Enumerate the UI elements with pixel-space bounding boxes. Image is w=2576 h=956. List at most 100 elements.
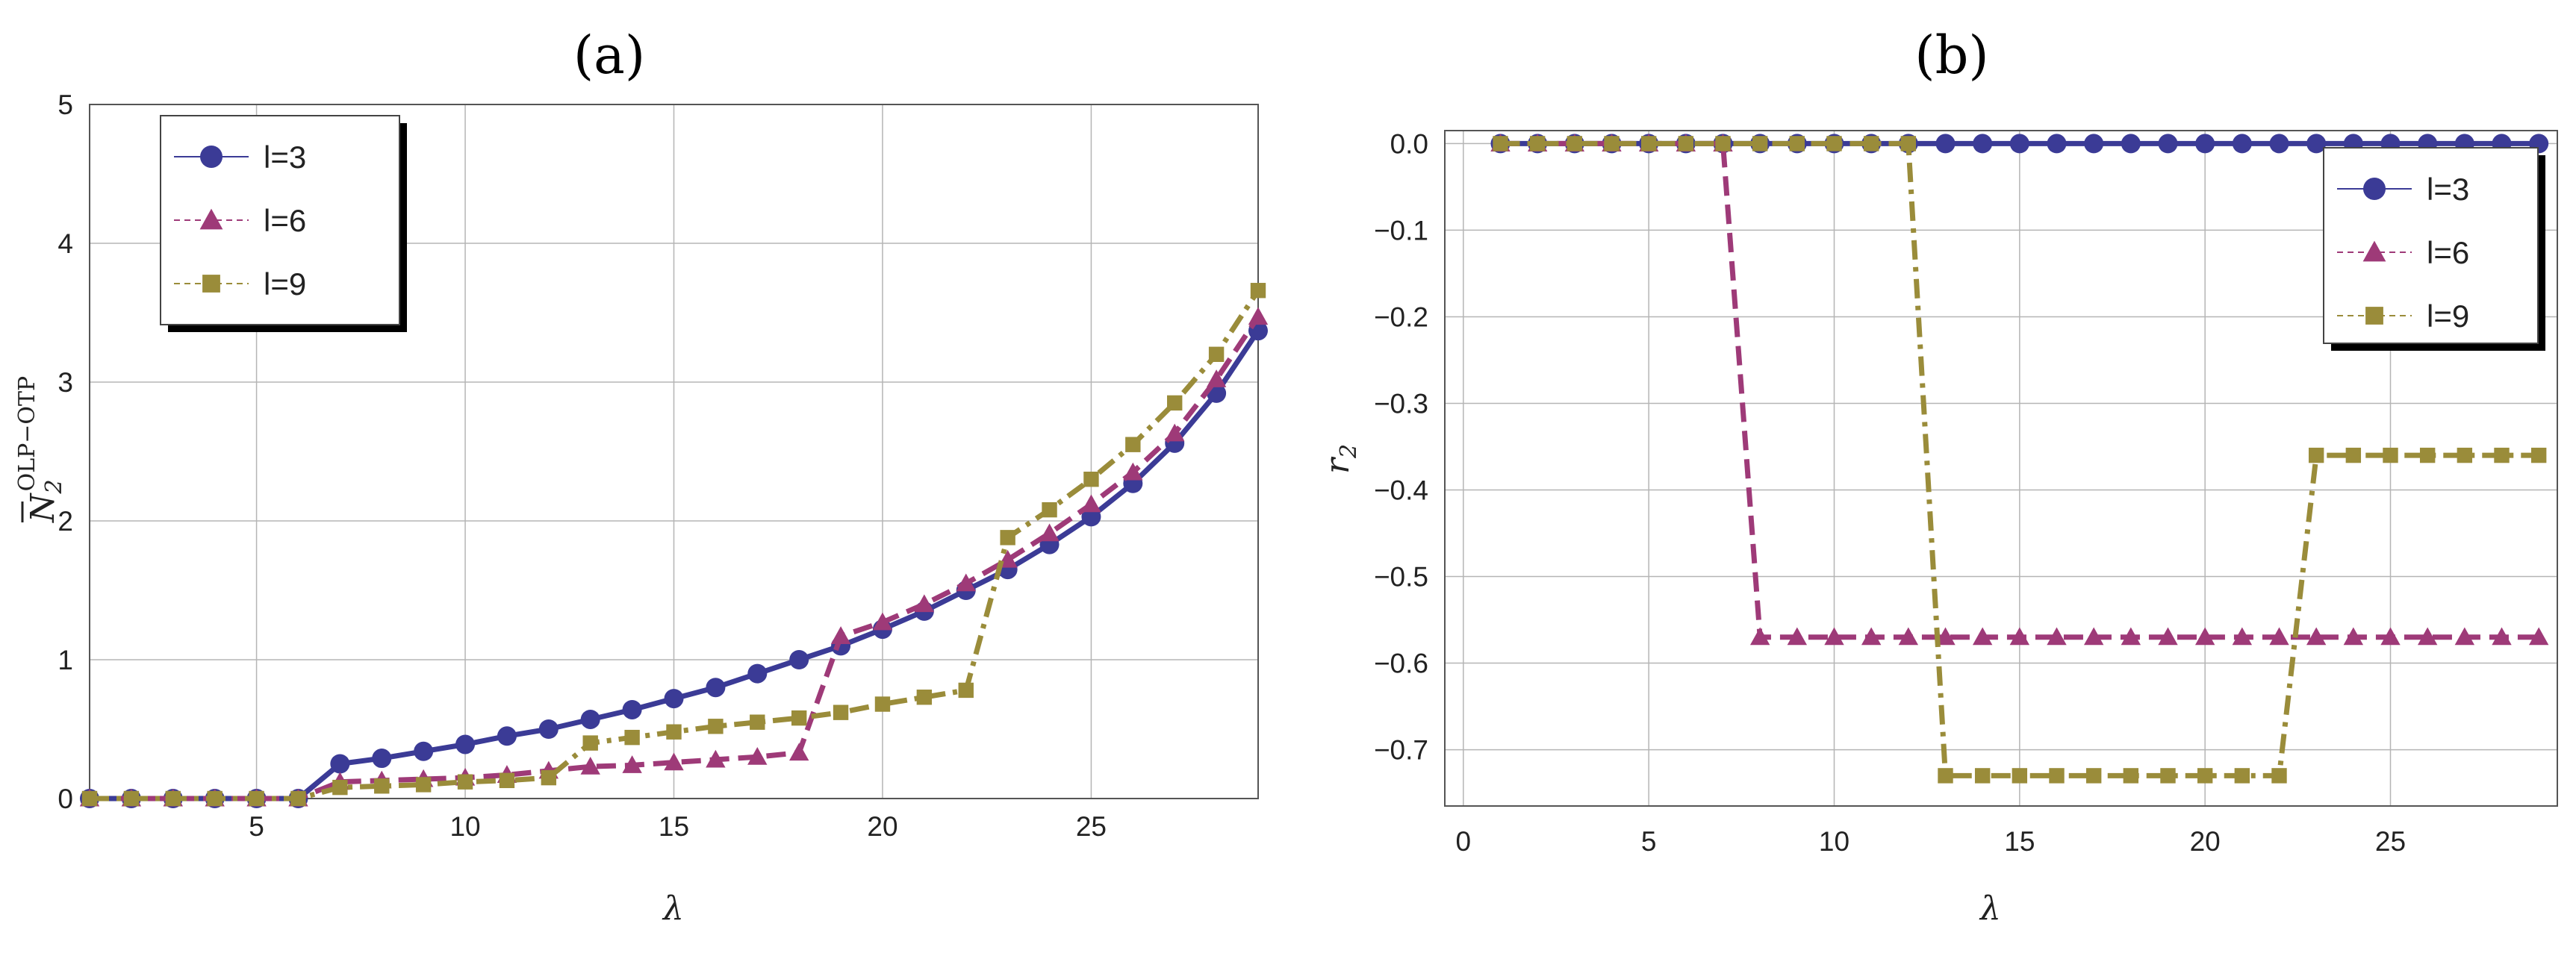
panel-b-data-point [2049, 768, 2065, 784]
panel-a-data-point [622, 699, 642, 719]
panel-b-x-tick-label: 25 [2375, 826, 2406, 857]
panel-a-data-point [1081, 494, 1101, 513]
panel-a-data-point [415, 777, 432, 793]
panel-a-data-point [1042, 502, 1057, 518]
panel-a-data-point [1208, 346, 1225, 362]
panel-b-data-point [2232, 627, 2253, 646]
panel-b-data-point [2306, 627, 2327, 646]
panel-a-data-point [791, 710, 807, 726]
panel-a-data-point [666, 724, 682, 740]
panel-b-data-point [2009, 627, 2030, 646]
panel-a-data-point [580, 709, 600, 729]
panel-a-data-point [372, 749, 392, 769]
panel-b-data-point [2195, 134, 2215, 154]
panel-b-data-point [1938, 768, 1953, 784]
panel-b-legend-marker [2363, 178, 2386, 200]
panel-b-data-point [1789, 136, 1805, 151]
panel-a-legend-marker [202, 275, 220, 293]
panel-b-y-tick-label: −0.1 [1374, 215, 1428, 246]
panel-a-data-point [747, 747, 768, 765]
svg-text:N2OLP−OTP: N2OLP−OTP [14, 376, 67, 523]
panel-b-data-point [1898, 627, 1919, 646]
panel-b-data-point [2012, 768, 2028, 784]
panel-a-data-point [1125, 437, 1141, 452]
panel-b-data-point [2197, 768, 2213, 784]
panel-b-data-point [1935, 134, 1956, 154]
panel-a-data-point [664, 752, 684, 771]
panel-b-data-point [1493, 136, 1508, 151]
panel-b-y-tick-label: −0.5 [1374, 562, 1428, 593]
panel-a-x-tick-label: 5 [249, 811, 264, 842]
panel-a-y-tick-label: 4 [57, 228, 73, 259]
panel-a-data-point [330, 754, 350, 774]
panel-b-data-point [1604, 136, 1620, 151]
panel-a-data-point [457, 774, 473, 790]
panel-b-title: (b) [1914, 25, 1988, 86]
panel-b-data-point [2160, 768, 2176, 784]
panel-a-data-point [1167, 395, 1183, 411]
panel-a-data-point [1250, 283, 1266, 299]
panel-a-y-label-sub: 2 [41, 479, 67, 494]
panel-b-data-point [2380, 627, 2401, 646]
panel-b-data-point [2343, 627, 2364, 646]
panel-b-data-point [1974, 768, 1991, 784]
panel-b-data-point [1824, 627, 1844, 646]
panel-a-data-point [830, 626, 851, 644]
panel-a-data-point [207, 790, 223, 807]
panel-a-y-tick-label: 5 [57, 90, 73, 120]
panel-a-legend-marker [199, 208, 223, 230]
panel-a-data-point [789, 650, 809, 669]
panel-a-y-label-main: N [24, 493, 62, 523]
panel-b-data-point [1749, 627, 1770, 646]
panel-b-data-point [1972, 627, 1993, 646]
panel-b-y-tick-label: −0.3 [1374, 388, 1428, 419]
panel-a-tick-labels: 5 10 15 20 25 0 1 2 3 4 5 [57, 90, 1107, 842]
panel-a-x-tick-label: 10 [449, 811, 480, 842]
panel-a-data-point [624, 729, 640, 746]
panel-a-data-point [455, 734, 476, 755]
panel-a-data-point [81, 790, 98, 807]
panel-b-data-point [1863, 136, 1879, 151]
panel-a-x-label: λ [662, 890, 684, 928]
panel-b-x-label: λ [1979, 890, 2001, 928]
panel-b-legend: l=3 l=6 l=9 [2323, 147, 2545, 351]
panel-b-series-l=9 [1493, 136, 2547, 784]
panel-b-data-point [2271, 768, 2287, 784]
panel-b-plot-frame [1444, 130, 2558, 807]
panel-b-data-point [2492, 627, 2512, 646]
panel-b-x-tick-label: 0 [1456, 826, 1472, 857]
panel-a-data-point [332, 779, 348, 796]
panel-a-y-tick-label: 3 [57, 367, 73, 398]
panel-a-x-tick-label: 25 [1076, 811, 1107, 842]
panel-a-x-tick-label: 20 [867, 811, 897, 842]
panel-b-data-point [1935, 627, 1956, 646]
panel-a-data-point [1039, 523, 1060, 542]
panel-a-data-point [414, 741, 434, 761]
panel-b-data-point [1640, 136, 1657, 151]
panel-b-data-point [2084, 134, 2104, 154]
panel-b-data-point [2121, 627, 2141, 646]
panel-a-data-point [958, 682, 974, 699]
panel-a-y-label: N2OLP−OTP [14, 376, 67, 523]
panel-b-legend-box [2323, 147, 2539, 344]
panel-b-data-point [2528, 627, 2549, 646]
panel-a-data-point [706, 749, 726, 768]
panel-b-x-tick-label: 5 [1641, 826, 1657, 857]
panel-b-y-tick-label: −0.7 [1374, 735, 1428, 766]
panel-a-data-point [249, 790, 264, 807]
panel-a-plot-frame [89, 104, 1259, 799]
panel-b-data-point [2047, 134, 2067, 154]
panel-a-data-point [290, 790, 306, 807]
panel-b-data-point [2306, 134, 2327, 154]
panel-b-data-point [1715, 136, 1731, 151]
panel-a-data-point [833, 704, 849, 720]
panel-a-data-point [499, 772, 515, 789]
panel-a-data-point [706, 678, 726, 698]
panel-b-legend-label: l=3 [2427, 172, 2469, 207]
panel-b-series [1490, 134, 2549, 784]
panel-a-data-point [916, 690, 933, 705]
panel-b-data-point [2232, 134, 2252, 154]
panel-b-data-point [1752, 136, 1768, 151]
panel-a-series-l=9 [81, 283, 1266, 807]
